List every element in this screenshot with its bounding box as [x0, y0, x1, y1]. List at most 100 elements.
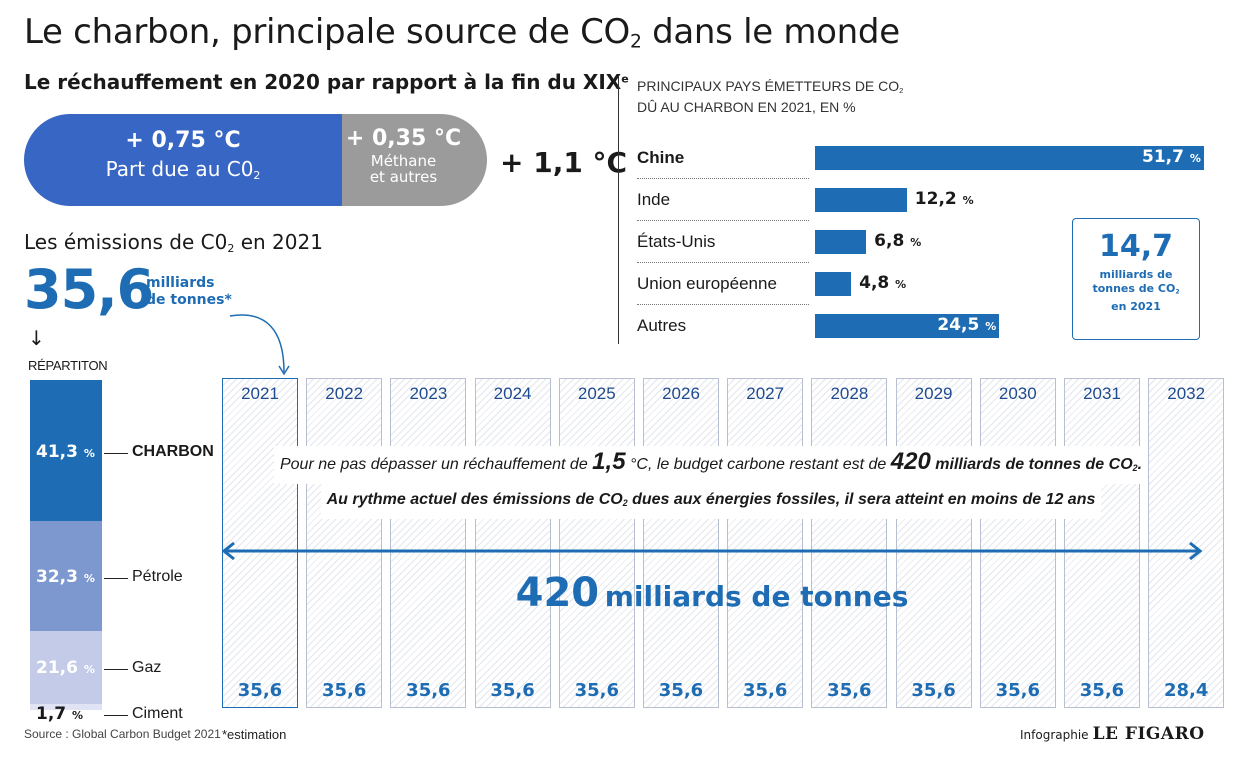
country-separator	[637, 220, 809, 221]
year-column	[1064, 378, 1140, 708]
year-label: 2029	[914, 384, 953, 403]
credit: Infographie LE FIGARO	[1020, 724, 1205, 744]
repartition-leader	[104, 577, 128, 579]
country-separator	[637, 262, 809, 263]
year-label: 2030	[998, 384, 1037, 403]
coal-total-box: 14,7 milliards de tonnes de CO2 en 2021	[1072, 218, 1200, 340]
source-note: Source : Global Carbon Budget 2021	[24, 727, 221, 741]
repartition-label: RÉPARTITON	[28, 358, 108, 373]
country-label: Chine	[637, 148, 685, 167]
year-emission-value: 35,6	[490, 680, 535, 701]
year-label: 2025	[577, 384, 616, 403]
warming-total: + 1,1 °C	[500, 146, 628, 179]
repartition-segment	[30, 630, 102, 705]
country-value: 6,8 %	[874, 231, 922, 251]
emissions-heading: Les émissions de C02 en 2021	[24, 230, 323, 255]
budget-note-line2: Au rythme actuel des émissions de CO2 du…	[320, 484, 1102, 520]
figaro-logo: LE FIGARO	[1092, 724, 1205, 744]
year-column	[558, 378, 635, 708]
country-value: 51,7 %	[1142, 147, 1201, 167]
warming-pill: + 0,75 °C Part due au C02 + 0,35 °C Méth…	[24, 114, 487, 206]
country-label: États-Unis	[637, 232, 716, 251]
country-separator	[637, 178, 809, 179]
warming-co2-value: + 0,75 °C	[125, 128, 241, 153]
repartition-value: 41,3 %	[36, 442, 95, 463]
country-bar	[815, 230, 867, 254]
coal-total-value: 14,7	[1098, 229, 1174, 264]
country-bar	[815, 314, 1000, 338]
budget-range-label: 420 milliards de tonnes	[515, 570, 909, 616]
country-bar	[815, 188, 907, 212]
year-column	[306, 378, 383, 708]
year-emission-value: 35,6	[321, 680, 367, 701]
year-emission-value: 35,6	[658, 680, 704, 701]
country-bar	[815, 272, 852, 296]
year-emission-value: 35,6	[406, 680, 451, 701]
country-label: Autres	[637, 316, 687, 335]
warming-co2-part: + 0,75 °C Part due au C02	[24, 114, 342, 206]
warming-other-part: + 0,35 °C Méthane et autres	[342, 114, 487, 206]
country-value: 12,2 %	[914, 189, 974, 209]
year-emission-value: 28,4	[1163, 680, 1209, 701]
year-column	[811, 378, 888, 708]
country-label: Union européenne	[637, 274, 777, 293]
year-label: 2022	[325, 384, 364, 403]
country-value: 4,8 %	[859, 273, 907, 293]
down-arrow-icon: ↓	[28, 326, 45, 350]
year-label: 2021	[241, 384, 279, 403]
repartition-category: Pétrole	[132, 567, 183, 585]
countries-chart-title: PRINCIPAUX PAYS ÉMETTEURS DE CO2 DÛ AU CH…	[637, 78, 904, 115]
footnote: *estimation	[222, 727, 287, 742]
year-column	[643, 378, 719, 708]
repartition-leader	[104, 668, 128, 670]
repartition-value: 21,6 %	[36, 657, 95, 678]
year-label: 2026	[662, 384, 700, 403]
country-separator	[637, 304, 809, 305]
emissions-total-unit: milliards de tonnes*	[146, 275, 232, 308]
page-title: Le charbon, principale source de CO2 dan…	[24, 12, 900, 53]
year-label: 2023	[409, 384, 448, 403]
repartition-leader	[104, 715, 128, 717]
repartition-segment	[30, 380, 102, 521]
year-column	[474, 378, 551, 708]
warming-other-label: Méthane et autres	[369, 152, 438, 186]
budget-note: Pour ne pas dépasser un réchauffement de…	[222, 446, 1200, 520]
warming-co2-label: Part due au C02	[105, 157, 261, 182]
curved-arrow-icon	[229, 314, 290, 376]
year-column	[727, 378, 804, 708]
coal-total-unit: milliards de tonnes de CO2 en 2021	[1092, 268, 1180, 313]
year-emission-value: 35,6	[827, 680, 872, 701]
repartition-category: Ciment	[132, 705, 183, 723]
country-value: 24,5 %	[937, 315, 997, 335]
repartition-value: 1,7 %	[36, 704, 84, 725]
repartition-category: CHARBON	[132, 443, 214, 461]
year-emission-value: 35,6	[1079, 680, 1125, 701]
country-label: Inde	[637, 190, 671, 209]
year-emission-value: 35,6	[911, 680, 956, 701]
warming-other-value: + 0,35 °C	[345, 126, 462, 151]
year-column	[895, 378, 972, 708]
repartition-leader	[104, 453, 128, 455]
emissions-total-value: 35,6	[24, 258, 154, 321]
warming-heading: Le réchauffement en 2020 par rapport à l…	[24, 70, 629, 94]
year-label: 2032	[1167, 384, 1206, 403]
year-column	[222, 378, 298, 708]
section-divider	[618, 76, 619, 344]
year-label: 2028	[830, 384, 869, 403]
year-emission-value: 35,6	[237, 680, 283, 701]
repartition-segment	[30, 520, 102, 631]
country-bar	[815, 146, 1204, 170]
year-label: 2024	[493, 384, 532, 403]
repartition-segment	[30, 704, 102, 710]
year-column	[1148, 378, 1225, 708]
budget-note-line1: Pour ne pas dépasser un réchauffement de…	[273, 446, 1149, 485]
repartition-category: Gaz	[132, 658, 162, 676]
range-arrow-icon	[222, 541, 1202, 561]
year-label: 2031	[1083, 384, 1121, 403]
year-column	[390, 378, 467, 708]
year-label: 2027	[746, 384, 785, 403]
year-emission-value: 35,6	[574, 680, 619, 701]
repartition-value: 32,3 %	[36, 566, 95, 587]
year-emission-value: 35,6	[742, 680, 788, 701]
year-emission-value: 35,6	[995, 680, 1040, 701]
